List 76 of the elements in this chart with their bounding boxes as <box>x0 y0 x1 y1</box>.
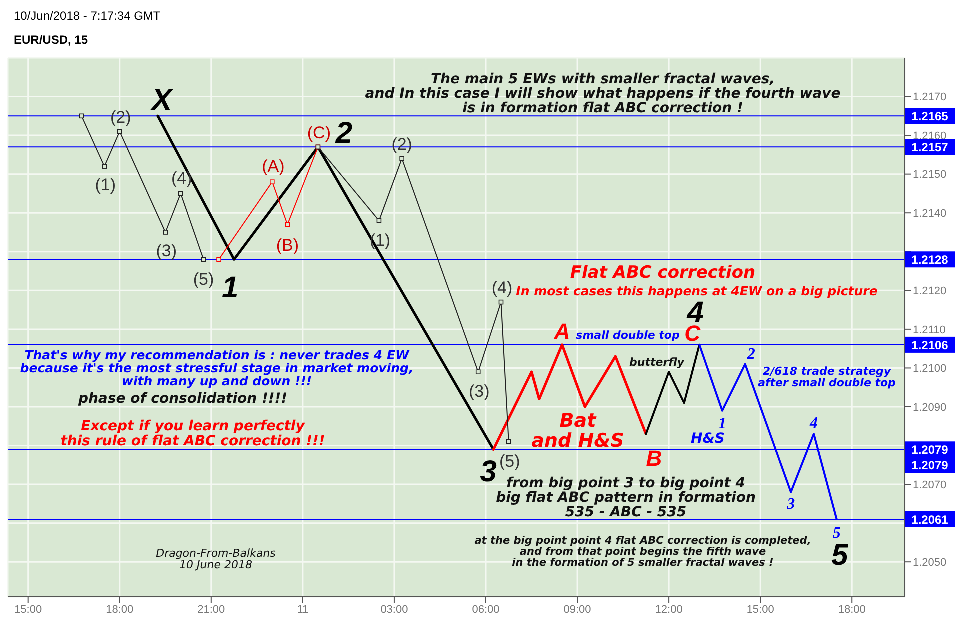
annotation: A <box>553 318 570 344</box>
point <box>163 230 168 235</box>
x-tick-label: 15:00 <box>746 604 774 616</box>
annotation: at the big point point 4 flat ABC correction is completed, and from that point begins the fifth wave in the formation of 5 smaller fractal waves ! <box>474 534 812 569</box>
annotation: (4) <box>492 278 513 298</box>
y-tick-label: 1.2110 <box>913 324 946 336</box>
annotation: The main 5 EWs with smaller fractal waves, and In this case I will show what happens if the fourth wave is in formation flat ABC correction ! <box>365 71 841 117</box>
point <box>79 114 84 119</box>
annotation: 2 <box>334 116 353 150</box>
annotation: (5) <box>193 270 214 289</box>
x-tick-label: 12:00 <box>655 604 683 616</box>
annotation: 3 <box>786 496 796 514</box>
point <box>178 191 184 196</box>
y-tick-label: 1.2150 <box>913 169 947 182</box>
point <box>270 180 275 184</box>
x-tick-label: 18:00 <box>106 604 134 616</box>
point <box>285 222 290 228</box>
x-tick-label: 18:00 <box>838 604 866 616</box>
x-tick-label: 21:00 <box>198 604 226 616</box>
point <box>102 164 108 169</box>
annotation: (3) <box>468 382 490 402</box>
annotation: H&S <box>690 431 726 448</box>
annotation: (3) <box>156 242 178 261</box>
annotation: butterfly <box>630 356 686 369</box>
y-tick-label: 1.2050 <box>913 557 947 570</box>
annotation: 2 <box>746 346 756 364</box>
ref-line-label: 1.2128 <box>912 253 949 268</box>
point <box>400 156 404 162</box>
chart-subtitle: 10/Jun/2018 - 7:17:34 GMT <box>14 9 161 23</box>
point <box>216 257 222 262</box>
annotation: B <box>646 446 662 472</box>
y-tick-label: 1.2100 <box>913 363 947 376</box>
annotation: (B) <box>276 236 300 255</box>
annotation: 3 <box>480 455 498 488</box>
ref-line-label: 1.2165 <box>912 110 949 124</box>
point <box>476 370 481 374</box>
annotation: Except if you learn perfectly this rule of flat ABC correction !!! <box>60 418 326 450</box>
annotation: Flat ABC correction <box>570 263 756 284</box>
annotation: Dragon-From-Balkans 10 June 2018 <box>156 547 276 572</box>
point <box>376 218 382 224</box>
ref-line-label: 1.2061 <box>912 512 949 527</box>
point <box>201 257 206 262</box>
y-tick-label: 1.2120 <box>913 286 947 298</box>
point <box>506 439 512 444</box>
annotation: (1) <box>95 176 116 195</box>
annotation: (4) <box>172 168 192 188</box>
x-tick-label: 11 <box>297 604 309 616</box>
chart-title: EUR/USD, 15 <box>14 33 88 47</box>
ref-line-label: 1.2157 <box>912 140 949 155</box>
annotation: 2/618 trade strategy after small double top <box>758 365 896 390</box>
x-tick-label: 06:00 <box>472 604 500 616</box>
point <box>498 300 504 305</box>
annotation: 4 <box>808 414 818 432</box>
y-tick-label: 1.2070 <box>913 479 947 492</box>
x-tick-label: 03:00 <box>380 604 408 616</box>
annotation: (A) <box>262 157 285 176</box>
point <box>117 129 122 134</box>
annotation: (5) <box>499 452 520 472</box>
annotation: (C) <box>307 123 331 142</box>
ref-line-label: 1.2079 <box>912 443 949 458</box>
x-tick-label: 15:00 <box>14 604 42 616</box>
ref-line-label: 1.2106 <box>912 338 949 352</box>
annotation: X <box>150 84 174 117</box>
annotation: small double top <box>576 328 680 342</box>
annotation: 1 <box>222 271 239 304</box>
y-tick-label: 1.2170 <box>913 92 947 104</box>
annotation: 1 <box>718 416 726 433</box>
annotation: Bat and H&S <box>532 410 624 452</box>
annotation: phase of consolidation !!!! <box>77 391 288 408</box>
annotation: That's why my recommendation is : never trades 4 EW because it's the most stressful stage in market moving, with many up and down !!! <box>20 347 414 389</box>
y-tick-label: 1.2140 <box>913 208 947 220</box>
annotation: from big point 3 to big point 4 big flat ABC pattern in formation 535 - ABC - 535 <box>496 475 756 521</box>
text: 1.2079 <box>912 458 949 472</box>
y-tick-label: 1.2090 <box>913 402 947 414</box>
annotation: In most cases this happens at 4EW on a big picture <box>516 284 878 298</box>
x-tick-label: 09:00 <box>564 604 592 616</box>
